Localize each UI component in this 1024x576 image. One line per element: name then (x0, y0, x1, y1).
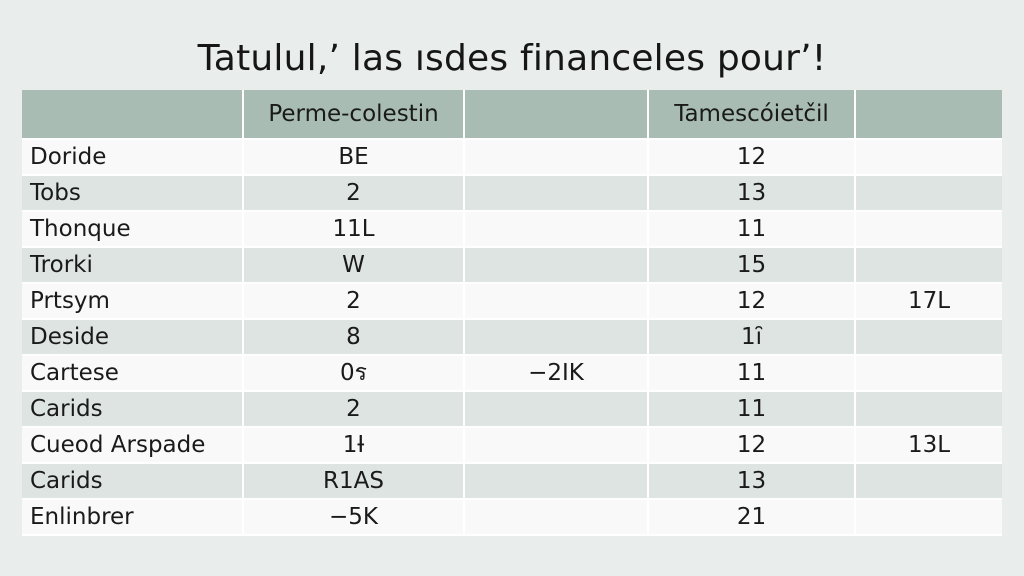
row-label: Carids (22, 464, 244, 498)
table-cell: 13L (907, 432, 951, 458)
row-label: Prtsym (22, 284, 244, 318)
table-cell: 11L (244, 212, 465, 246)
table-cell: 12 (649, 140, 856, 174)
table-cell: −2IK (465, 356, 649, 390)
row-label: Enlinbrer (22, 500, 244, 534)
table-cell: 21 (649, 500, 856, 534)
financial-table: Perme-colestin Tamescóietčil Doride BE 12 T… (22, 90, 1002, 536)
row-label: Tobs (22, 176, 244, 210)
row-label: Deside (22, 320, 244, 354)
table-cell (465, 428, 649, 462)
table-cell (465, 500, 649, 534)
table-cell (465, 464, 649, 498)
table-cell: BE (244, 140, 465, 174)
table-row: Enlinbrer −5K 21 (22, 500, 1002, 536)
row-label: Trorki (22, 248, 244, 282)
table-cell: 1Ɨ (244, 428, 465, 462)
table-cell: 11 (649, 212, 856, 246)
table-row: Doride BE 12 (22, 140, 1002, 176)
table-row: Carids 2 11 (22, 392, 1002, 428)
table-cell: −5K (244, 500, 465, 534)
row-label: Cartese (22, 356, 244, 390)
table-row: Cartese 0ร −2IK 11 (22, 356, 1002, 392)
header-cell (22, 90, 244, 138)
table-cell: W (244, 248, 465, 282)
table-header-row: Perme-colestin Tamescóietčil (22, 90, 1002, 140)
row-label: Carids (22, 392, 244, 426)
table-cell: 13 (649, 464, 856, 498)
table-cell (856, 500, 1002, 534)
table-cell: 12 (649, 284, 856, 318)
table-row: Trorki W 15 (22, 248, 1002, 284)
table-cell (856, 392, 1002, 426)
table-cell: 11 (649, 356, 856, 390)
row-label: Doride (22, 140, 244, 174)
table-cell: 8 (244, 320, 465, 354)
table-cell (856, 320, 1002, 354)
table-cell (465, 392, 649, 426)
row-label: Thonque (22, 212, 244, 246)
header-cell (856, 90, 1002, 138)
table-cell: 13 (649, 176, 856, 210)
table-cell (465, 284, 649, 318)
table-row: Prtsym 2 12 17L (22, 284, 1002, 320)
table-cell (465, 176, 649, 210)
table-row: Carids R1AS 13 (22, 464, 1002, 500)
table-cell (856, 248, 1002, 282)
header-cell: Perme-colestin (244, 90, 465, 138)
table-cell (856, 176, 1002, 210)
header-cell (465, 90, 649, 138)
table-cell: 12 (649, 428, 856, 462)
header-cell: Tamescóietčil (649, 90, 856, 138)
table-row: Deside 8 1ȋ (22, 320, 1002, 356)
table-cell (465, 320, 649, 354)
table-cell (465, 140, 649, 174)
table-cell (465, 248, 649, 282)
table-cell (856, 356, 1002, 390)
table-cell: 15 (649, 248, 856, 282)
table-cell: 1ȋ (649, 320, 856, 354)
table-cell: 2 (244, 392, 465, 426)
chart-title: Tatulul,’ las ısdes financeles pour’! (197, 38, 827, 79)
table-cell: 2 (244, 176, 465, 210)
table-cell: R1AS (244, 464, 465, 498)
table-row: Tobs 2 13 (22, 176, 1002, 212)
table-cell (465, 212, 649, 246)
table-cell: 0ร (244, 356, 465, 390)
table-cell: 17L (907, 288, 951, 314)
table-cell (856, 464, 1002, 498)
table-row: Cueod Arspade 1Ɨ 12 13L (22, 428, 1002, 464)
table-cell: 2 (244, 284, 465, 318)
table-cell: 11 (649, 392, 856, 426)
table-cell (856, 140, 1002, 174)
row-label: Cueod Arspade (22, 428, 244, 462)
table-cell (856, 212, 1002, 246)
table-row: Thonque 11L 11 (22, 212, 1002, 248)
